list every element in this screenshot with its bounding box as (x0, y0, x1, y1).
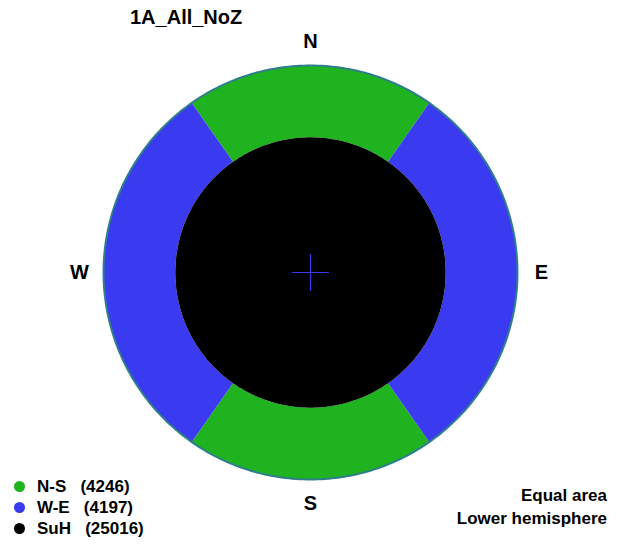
html-text:Lower hemisphere: Lower hemisphere (456, 509, 607, 528)
html-text:Equal area: Equal area (521, 486, 607, 505)
svg-text:S: S (304, 492, 317, 514)
html-text:W-E (4197): W-E (4197) (37, 497, 133, 517)
svg-text:N: N (303, 30, 317, 52)
svg-text:W: W (70, 261, 89, 283)
html-text:1A_All_NoZ: 1A_All_NoZ (130, 6, 243, 28)
svg-text:E: E (535, 261, 548, 283)
html-text:N-S (4246): N-S (4246) (37, 476, 130, 496)
html-text:SuH (25016): SuH (25016) (37, 518, 144, 538)
